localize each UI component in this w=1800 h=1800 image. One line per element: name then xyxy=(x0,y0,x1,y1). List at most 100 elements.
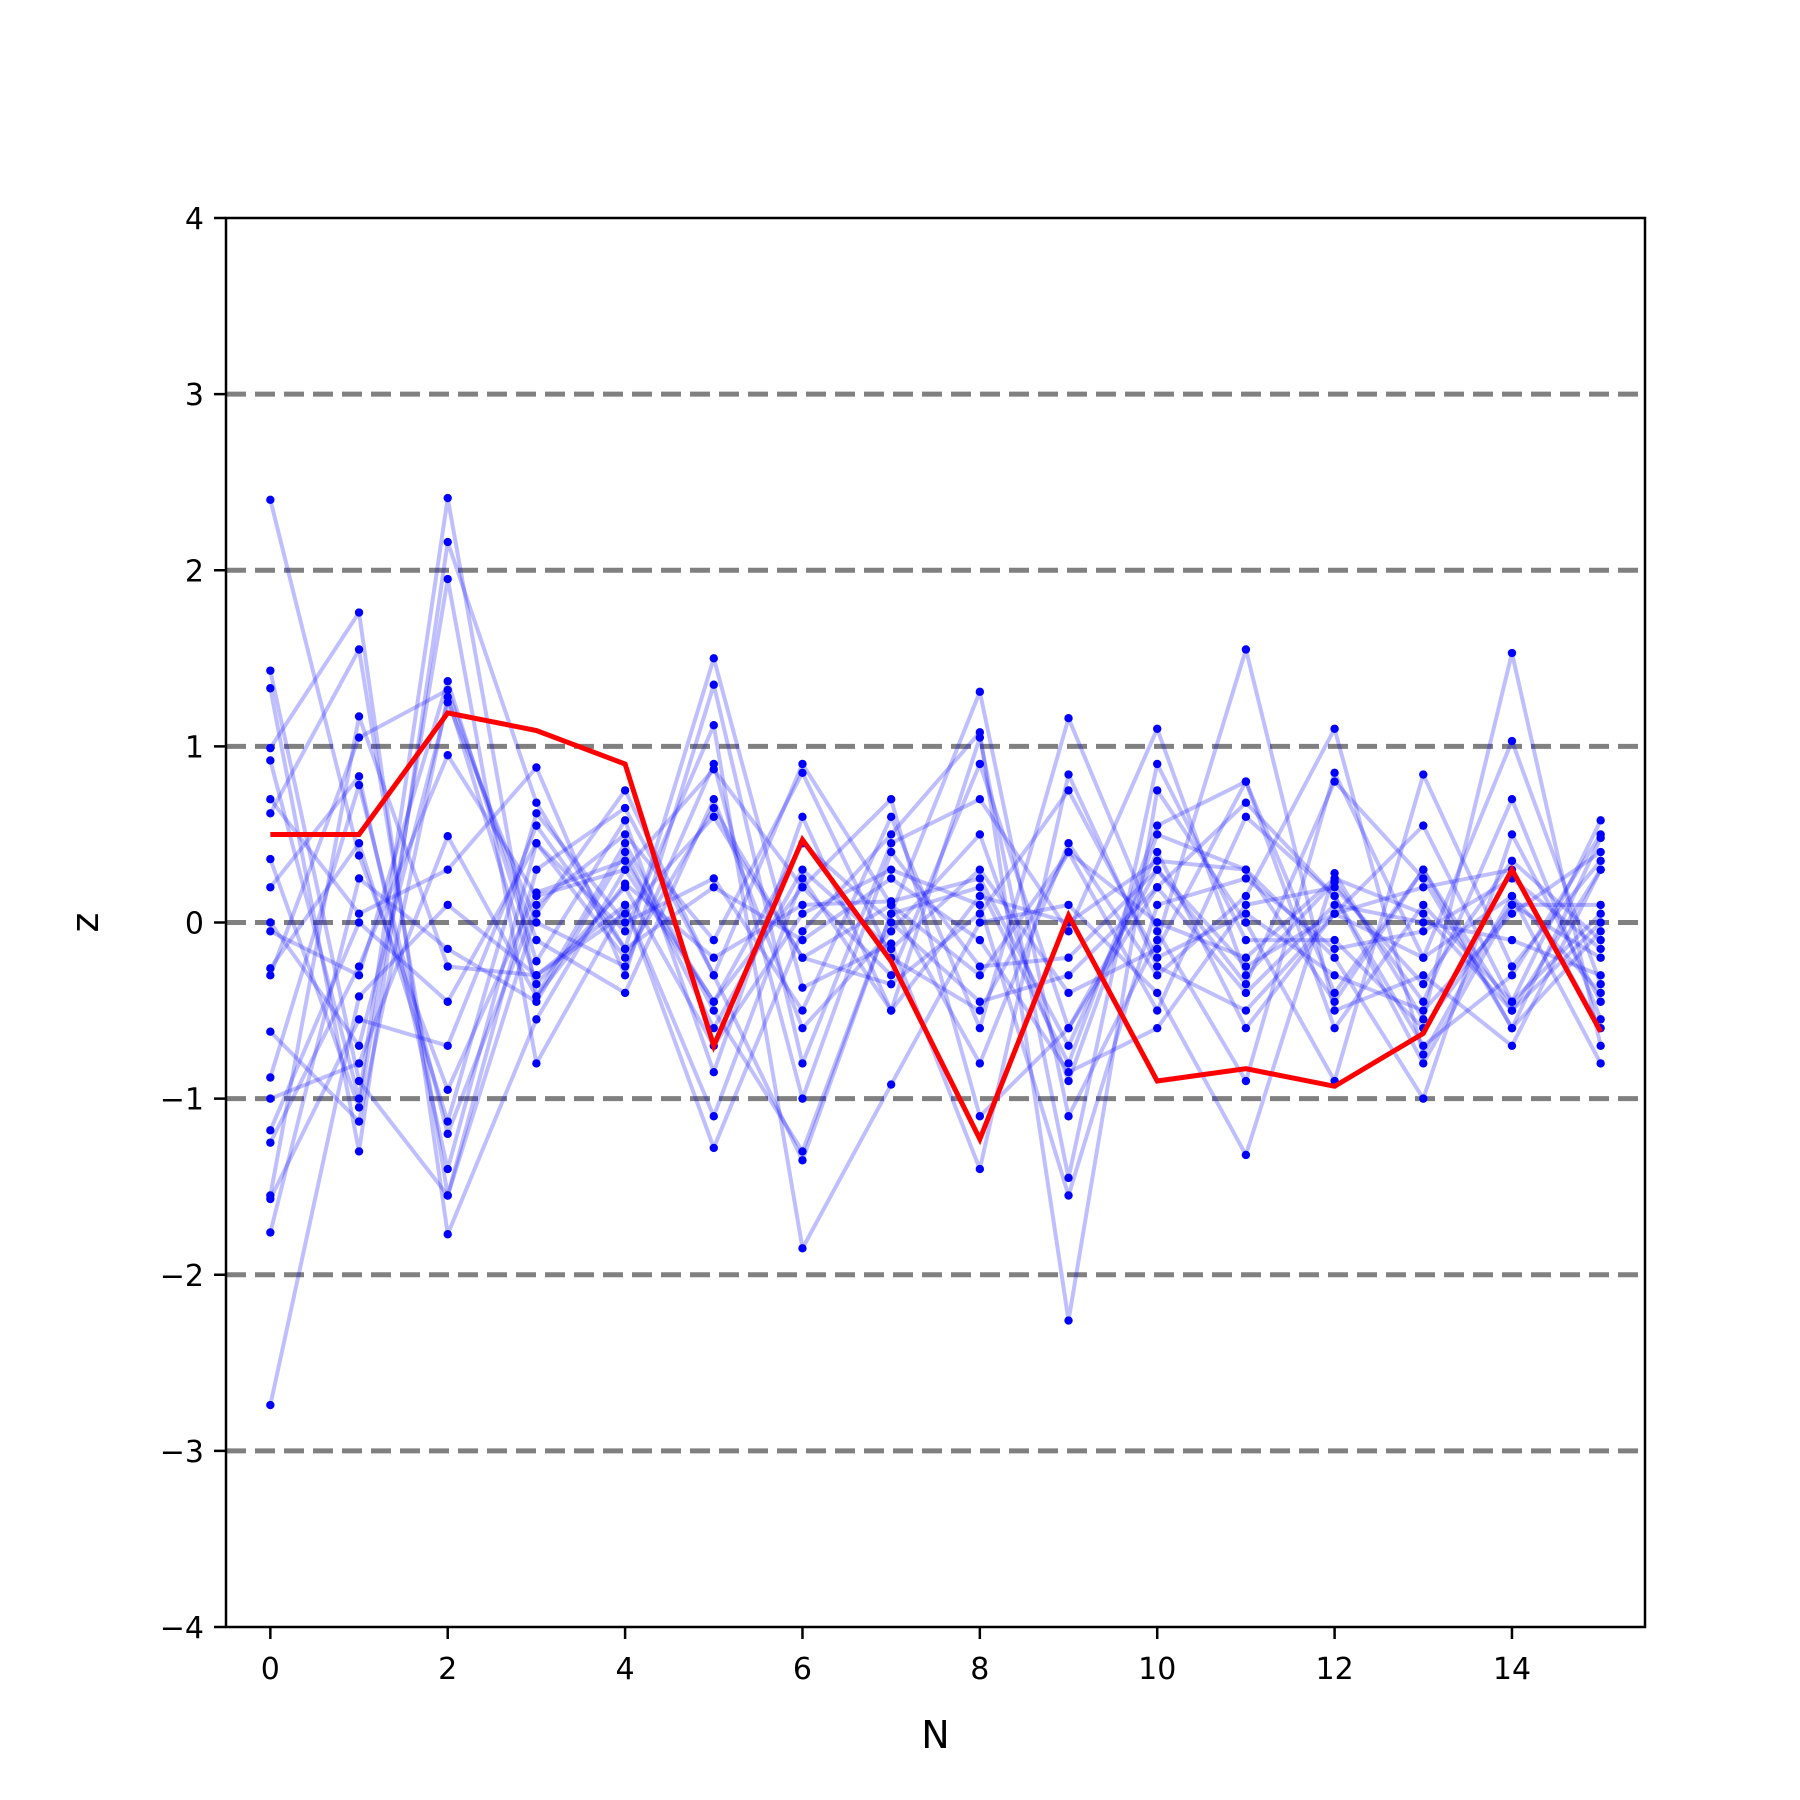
data-point xyxy=(443,865,452,874)
data-point xyxy=(266,495,275,504)
data-point xyxy=(1241,988,1251,998)
data-point xyxy=(1330,868,1339,878)
data-point xyxy=(1596,953,1605,962)
data-point xyxy=(266,1027,275,1036)
y-tick-label: −1 xyxy=(160,1083,204,1118)
x-tick-label: 0 xyxy=(261,1652,280,1687)
data-point xyxy=(975,759,985,769)
data-point xyxy=(1153,786,1162,795)
data-point xyxy=(1153,724,1162,733)
data-point xyxy=(1596,1059,1605,1068)
data-point xyxy=(354,1103,364,1112)
data-point xyxy=(886,865,896,874)
data-point xyxy=(1507,971,1517,980)
data-point xyxy=(1241,812,1251,822)
series-line xyxy=(268,670,1603,1198)
data-point xyxy=(1507,1006,1517,1015)
data-point xyxy=(354,712,364,721)
data-point xyxy=(1330,768,1339,777)
data-point xyxy=(975,795,985,804)
data-point xyxy=(975,918,985,927)
data-point xyxy=(354,874,364,883)
data-point xyxy=(266,1194,275,1204)
data-point xyxy=(620,786,630,795)
data-point xyxy=(443,1230,452,1239)
data-point xyxy=(1241,962,1251,971)
data-point xyxy=(443,493,452,503)
y-tick-label: 0 xyxy=(185,907,204,942)
data-point xyxy=(1507,795,1517,804)
data-point xyxy=(1153,962,1162,971)
y-tick-label: −3 xyxy=(160,1435,204,1470)
data-point xyxy=(354,608,364,617)
data-point xyxy=(886,1006,896,1015)
series-line xyxy=(268,682,1603,1066)
data-point xyxy=(620,962,630,971)
data-point xyxy=(709,971,718,980)
data-point xyxy=(532,1059,541,1068)
data-point xyxy=(1064,971,1073,980)
series-line xyxy=(269,679,1601,1180)
data-point xyxy=(1330,883,1339,892)
data-point xyxy=(886,830,896,839)
data-point xyxy=(266,1400,275,1410)
data-point xyxy=(1419,874,1428,883)
data-point xyxy=(532,821,541,830)
data-point xyxy=(266,795,275,804)
data-point xyxy=(1507,962,1517,971)
y-axis: −4 −3 −2 −1 0 1 2 3 4 xyxy=(160,202,226,1646)
series-line xyxy=(268,788,1602,1132)
data-point xyxy=(1153,759,1162,769)
data-point xyxy=(1419,1050,1428,1059)
data-point xyxy=(886,971,896,980)
data-point xyxy=(1330,935,1339,945)
data-point xyxy=(1241,777,1251,786)
data-point xyxy=(1419,997,1428,1006)
data-point xyxy=(1330,724,1339,733)
data-point xyxy=(1419,770,1428,779)
data-point xyxy=(975,900,985,910)
data-point xyxy=(532,763,541,772)
data-point xyxy=(1596,918,1605,927)
highlight-series-group xyxy=(270,710,1603,1146)
y-tick-label: 4 xyxy=(185,202,204,237)
data-point xyxy=(1419,979,1428,989)
data-point xyxy=(354,772,364,781)
data-point xyxy=(1596,900,1605,910)
data-point xyxy=(975,1059,985,1068)
data-point xyxy=(532,798,541,807)
data-point xyxy=(1507,891,1517,901)
x-tick-label: 14 xyxy=(1493,1652,1531,1687)
data-point xyxy=(1330,909,1339,918)
data-point xyxy=(1241,798,1251,807)
data-point xyxy=(1507,1023,1517,1033)
data-point xyxy=(1064,1059,1073,1068)
data-point xyxy=(1064,839,1073,848)
data-point xyxy=(975,733,985,742)
data-point xyxy=(1507,900,1517,910)
data-point xyxy=(1596,988,1605,998)
data-point xyxy=(1064,953,1073,962)
data-point xyxy=(354,851,364,860)
series-line xyxy=(268,577,1603,1323)
series-line xyxy=(268,770,1603,1136)
data-point xyxy=(1596,1041,1605,1050)
data-point xyxy=(1153,944,1162,954)
data-point xyxy=(798,909,807,918)
data-point xyxy=(1064,900,1073,910)
data-point xyxy=(266,918,275,927)
data-point xyxy=(620,830,630,839)
data-point xyxy=(975,1023,985,1033)
data-point xyxy=(266,809,275,818)
data-point xyxy=(709,654,718,663)
series-line xyxy=(268,610,1603,1237)
data-point xyxy=(443,1129,452,1139)
data-point xyxy=(1064,1041,1073,1050)
data-point xyxy=(1596,856,1605,866)
series-line xyxy=(268,823,1602,1200)
data-point xyxy=(709,1068,718,1077)
data-point xyxy=(354,645,364,654)
data-point xyxy=(443,1085,452,1095)
data-point xyxy=(798,759,807,769)
data-point xyxy=(886,979,896,989)
